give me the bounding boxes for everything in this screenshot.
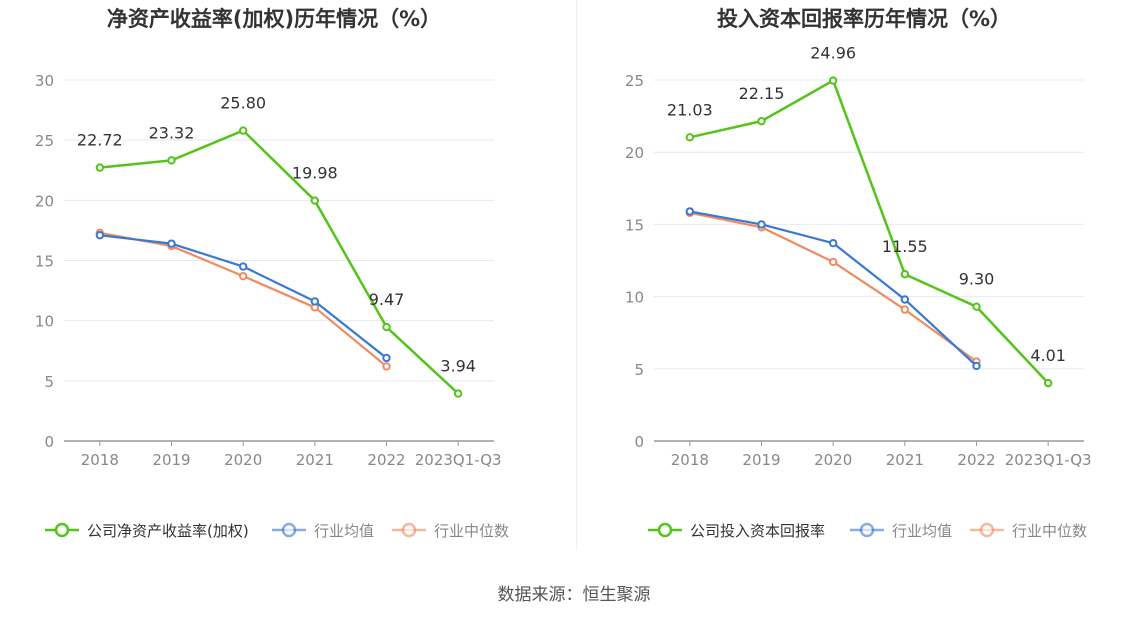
data-point bbox=[900, 295, 910, 304]
data-point bbox=[900, 270, 910, 279]
legend-label: 行业均值 bbox=[314, 522, 374, 540]
x-tick-label: 2023Q1-Q3 bbox=[415, 451, 502, 469]
x-tick-label: 2021 bbox=[886, 451, 924, 469]
x-tick-label: 2018 bbox=[671, 451, 709, 469]
data-label: 25.80 bbox=[220, 94, 266, 113]
y-tick-label: 20 bbox=[625, 144, 644, 162]
x-tick-label: 2019 bbox=[742, 451, 780, 469]
data-point bbox=[310, 196, 320, 205]
data-point bbox=[238, 126, 248, 135]
data-point bbox=[972, 361, 981, 371]
x-tick-label: 2018 bbox=[81, 451, 119, 469]
x-tick-label: 2020 bbox=[224, 451, 262, 469]
data-point bbox=[1043, 378, 1053, 388]
y-tick-label: 0 bbox=[44, 433, 54, 451]
data-point bbox=[828, 257, 838, 267]
data-label: 19.98 bbox=[292, 164, 338, 183]
data-label: 22.15 bbox=[739, 84, 785, 103]
data-label: 23.32 bbox=[149, 123, 195, 142]
data-point bbox=[685, 133, 695, 142]
data-point bbox=[95, 163, 105, 172]
chart-2: 投入资本回报率历年情况（%） 0 5 10 15 20 25 2018 2019 2020 2021… bbox=[625, 7, 1092, 540]
data-label: 24.96 bbox=[810, 44, 856, 63]
legend-swatch-marker bbox=[859, 522, 875, 538]
legend-label: 公司净资产收益率(加权) bbox=[87, 522, 249, 540]
legend-item: 行业中位数 bbox=[392, 522, 509, 540]
data-point bbox=[972, 302, 981, 311]
data-point bbox=[310, 297, 320, 306]
data-point bbox=[382, 362, 391, 371]
chart-title: 投入资本回报率历年情况（%） bbox=[717, 7, 1011, 31]
x-tick-label: 2019 bbox=[152, 451, 190, 469]
x-tick-label: 2022 bbox=[367, 451, 405, 469]
legend-swatch-marker bbox=[281, 522, 297, 538]
legend-label: 行业中位数 bbox=[434, 522, 509, 540]
data-point bbox=[238, 271, 248, 281]
data-label: 4.01 bbox=[1030, 346, 1066, 365]
y-tick-label: 15 bbox=[35, 253, 54, 271]
y-tick-label: 10 bbox=[35, 313, 54, 331]
x-tick-label: 2021 bbox=[296, 451, 334, 469]
legend-swatch-marker bbox=[979, 522, 995, 538]
data-label: 9.47 bbox=[369, 290, 405, 309]
legend-swatch-marker bbox=[657, 522, 673, 538]
data-point bbox=[757, 116, 766, 126]
data-point bbox=[382, 322, 391, 332]
legend-item: 公司净资产收益率(加权) bbox=[45, 522, 249, 540]
legend-item: 行业均值 bbox=[850, 522, 952, 540]
series-line-1 bbox=[99, 129, 460, 395]
data-label: 22.72 bbox=[77, 131, 123, 150]
y-tick-label: 10 bbox=[625, 289, 644, 307]
data-point bbox=[453, 389, 463, 398]
legend-item: 行业中位数 bbox=[970, 522, 1087, 540]
data-label: 21.03 bbox=[667, 100, 713, 119]
data-point bbox=[685, 207, 695, 216]
y-tick-label: 25 bbox=[35, 132, 54, 150]
series-line-2 bbox=[689, 210, 978, 367]
data-point bbox=[167, 156, 176, 165]
chart-1: 净资产收益率(加权)历年情况（%） 0 5 10 15 20 25 30 2018 2019 202… bbox=[35, 7, 509, 540]
y-tick-label: 25 bbox=[625, 72, 644, 90]
x-tick-label: 2020 bbox=[814, 451, 852, 469]
legend-item: 公司投入资本回报率 bbox=[648, 522, 825, 540]
legend-label: 行业均值 bbox=[892, 522, 952, 540]
legend-swatch-marker bbox=[401, 522, 417, 538]
data-point bbox=[900, 305, 910, 314]
data-point bbox=[238, 262, 248, 271]
data-source-note: 数据来源：恒生聚源 bbox=[497, 585, 651, 605]
y-tick-label: 5 bbox=[634, 361, 644, 379]
y-tick-label: 30 bbox=[35, 72, 54, 90]
data-point bbox=[95, 231, 105, 240]
data-point bbox=[828, 76, 838, 85]
chart-title: 净资产收益率(加权)历年情况（%） bbox=[107, 7, 441, 31]
x-tick-label: 2023Q1-Q3 bbox=[1005, 451, 1092, 469]
y-tick-label: 5 bbox=[44, 373, 54, 391]
data-point bbox=[382, 353, 391, 363]
legend-label: 公司投入资本回报率 bbox=[690, 522, 825, 540]
series-line-1 bbox=[689, 79, 1050, 384]
legend-item: 行业均值 bbox=[272, 522, 374, 540]
x-tick-label: 2022 bbox=[957, 451, 995, 469]
y-tick-label: 15 bbox=[625, 216, 644, 234]
data-label: 3.94 bbox=[440, 357, 476, 376]
panel-divider bbox=[576, 0, 577, 550]
legend-swatch-marker bbox=[54, 522, 70, 538]
legend-label: 行业中位数 bbox=[1012, 522, 1087, 540]
data-point bbox=[757, 220, 766, 229]
data-label: 11.55 bbox=[882, 237, 928, 256]
y-tick-label: 20 bbox=[35, 192, 54, 210]
data-label: 9.30 bbox=[959, 270, 995, 289]
data-point bbox=[167, 239, 176, 248]
y-tick-label: 0 bbox=[634, 433, 644, 451]
data-point bbox=[828, 238, 838, 248]
